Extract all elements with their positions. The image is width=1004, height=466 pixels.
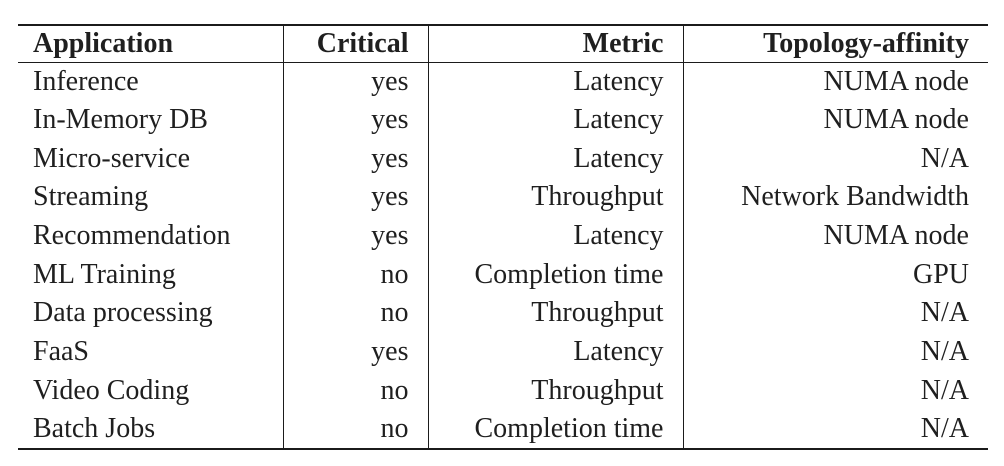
table-cell-critical: no xyxy=(283,410,429,449)
table-row: Inference yes Latency NUMA node xyxy=(18,62,988,101)
table-row: In-Memory DB yes Latency NUMA node xyxy=(18,100,988,140)
table-cell-metric: Throughput xyxy=(428,294,684,333)
table-cell-application: ML Training xyxy=(18,255,284,295)
table-row: Micro-service yes Latency N/A xyxy=(18,139,988,179)
table-row: Batch Jobs no Completion time N/A xyxy=(18,410,988,449)
table-body: Inference yes Latency NUMA node In-Memory DB… xyxy=(18,62,988,449)
table-cell-critical: yes xyxy=(283,178,429,217)
table-cell-topology_affinity: N/A xyxy=(920,297,969,329)
table-cell-metric: Latency xyxy=(428,216,684,256)
table-row: Video Coding no Throughput N/A xyxy=(18,371,988,411)
table-cell-topology_affinity: Network Bandwidth xyxy=(741,181,969,213)
table-cell-critical: yes xyxy=(283,216,429,256)
table-cell-metric: Throughput xyxy=(428,371,684,411)
table-cell-metric: Latency xyxy=(428,139,684,179)
table-cell-critical: yes xyxy=(283,139,429,179)
table-cell-critical: no xyxy=(283,371,429,411)
table-cell-application: In-Memory DB xyxy=(18,100,284,140)
table-cell-critical: yes xyxy=(283,332,429,372)
table-row: FaaS yes Latency N/A xyxy=(18,332,988,372)
table-cell-topology_affinity: N/A xyxy=(920,413,969,445)
table-cell-metric: Completion time xyxy=(428,255,684,295)
table-cell-metric: Throughput xyxy=(428,178,684,217)
table-cell-application: Recommendation xyxy=(18,216,284,256)
table-cell-application: Streaming xyxy=(18,178,284,217)
table-cell-topology_affinity: NUMA node xyxy=(823,220,969,252)
table-cell-topology_affinity: N/A xyxy=(920,336,969,368)
table-cell-topology_affinity: N/A xyxy=(920,374,969,406)
table-cell-topology_affinity: GPU xyxy=(912,258,969,290)
table-cell-critical: yes xyxy=(283,62,429,101)
table-row: ML Training no Completion time GPU xyxy=(18,255,988,295)
applications-table: Application Critical Metric Topology-aff… xyxy=(18,24,988,450)
table-cell-topology_affinity: N/A xyxy=(920,142,969,174)
table-header-row: Application Critical Metric Topology-aff… xyxy=(18,25,988,63)
table-cell-application: Batch Jobs xyxy=(18,410,284,449)
table-cell-critical: yes xyxy=(283,100,429,140)
column-header-topology-affinity: Topology-affinity xyxy=(683,25,988,63)
table-row: Data processing no Throughput N/A xyxy=(18,294,988,333)
column-header-critical: Critical xyxy=(283,25,429,63)
table-cell-critical: no xyxy=(283,255,429,295)
table-cell-topology_affinity: NUMA node xyxy=(823,65,969,97)
table-cell-topology_affinity: NUMA node xyxy=(823,104,969,136)
column-header-metric: Metric xyxy=(428,25,684,63)
table-cell-application: Inference xyxy=(18,62,284,101)
table-header: Application Critical Metric Topology-aff… xyxy=(18,25,988,63)
table-cell-application: Data processing xyxy=(18,294,284,333)
table-cell-metric: Latency xyxy=(428,100,684,140)
table-cell-application: FaaS xyxy=(18,332,284,372)
table-row: Recommendation yes Latency NUMA node xyxy=(18,216,988,256)
table-cell-metric: Completion time xyxy=(428,410,684,449)
table-row: Streaming yes Throughput Network Bandwidth xyxy=(18,178,988,217)
table-cell-application: Micro-service xyxy=(18,139,284,179)
table-cell-application: Video Coding xyxy=(18,371,284,411)
table-cell-critical: no xyxy=(283,294,429,333)
table-cell-metric: Latency xyxy=(428,332,684,372)
table-cell-metric: Latency xyxy=(428,62,684,101)
column-header-application: Application xyxy=(18,25,284,63)
